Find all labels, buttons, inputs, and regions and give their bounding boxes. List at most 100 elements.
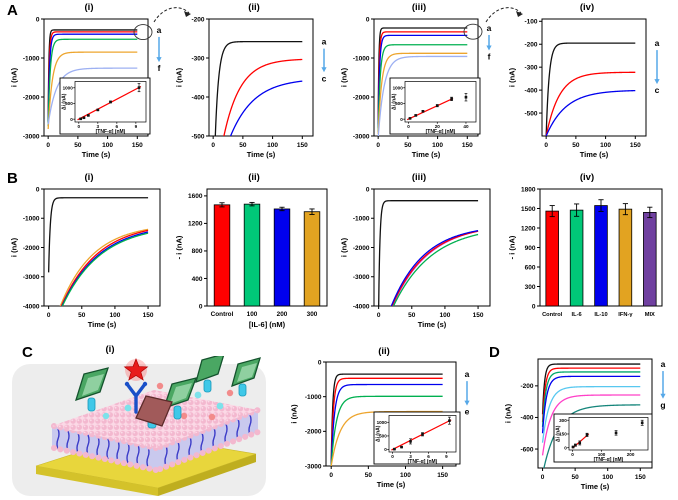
curve-c (545, 89, 636, 136)
curve-e (47, 51, 138, 130)
svg-text:i (nA): i (nA) (10, 237, 19, 257)
svg-text:0: 0 (36, 186, 40, 193)
curve-a (541, 363, 641, 415)
bar-200 (273, 208, 291, 307)
svg-text:-3000: -3000 (23, 133, 40, 140)
svg-text:9: 9 (445, 454, 448, 459)
chart-B-ii: (ii) 0 400 800 1200 1600 - i (nA) Control 100 20… (173, 172, 335, 334)
curve-b (330, 377, 443, 465)
chart-A-ii: (ii) 0 50 100 150 -200 -300 -400 -500 Time (s) i … (173, 2, 335, 164)
svg-text:100: 100 (109, 312, 120, 319)
svg-text:50: 50 (404, 142, 412, 149)
calibration-inset: 0 20 40 0 500 1000 [TNF-α] (nM) Δi (nA) (389, 77, 481, 135)
curve-c (541, 371, 641, 427)
svg-text:0: 0 (544, 142, 548, 149)
curve-label-bottom: f (158, 63, 161, 73)
inset-data-point (464, 95, 468, 99)
svg-text:[TNF-α] (nM): [TNF-α] (nM) (426, 129, 456, 135)
svg-text:200: 200 (627, 452, 635, 457)
svg-text:-1000: -1000 (23, 55, 40, 62)
svg-text:Δi (nA): Δi (nA) (376, 425, 382, 442)
svg-text:-3000: -3000 (305, 463, 322, 470)
chart-B-i: (i) 0 50 100 150 0 -1000 -2000 -3000 -4000 Time (… (8, 172, 170, 334)
svg-text:0: 0 (78, 124, 81, 129)
svg-text:-600: -600 (520, 446, 533, 453)
curve-label-bottom: e (465, 407, 470, 417)
svg-text:50: 50 (408, 312, 416, 319)
chart-A-ii-plot: 0 50 100 150 -200 -300 -400 -500 Time (s) i (nA) a… (175, 16, 327, 159)
chart-B-iii-plot: 0 50 100 150 0 -1000 -2000 -3000 -4000 Time (s) i … (340, 186, 491, 329)
svg-text:-2000: -2000 (353, 94, 370, 101)
svg-text:200: 200 (277, 311, 288, 318)
svg-text:9: 9 (135, 124, 138, 129)
chart-B-iv-title: (iv) (579, 172, 595, 183)
svg-text:6: 6 (116, 124, 119, 129)
curve-e (377, 52, 468, 135)
inset-data-point (409, 440, 412, 443)
curve-d (541, 375, 641, 434)
schematic-C-i (8, 356, 278, 498)
calibration-inset: 0 100 200 0 150 300 [TNF-α] (nM) Δi (nA) (553, 413, 653, 463)
curve-green (392, 233, 479, 306)
svg-text:-3000: -3000 (353, 274, 370, 281)
chart-B-iv: (iv) 0 300 600 900 1200 1500 1800 - i (nA) Contr… (506, 172, 668, 334)
bar-100 (243, 203, 261, 307)
svg-text:800: 800 (192, 248, 203, 255)
svg-text:3: 3 (409, 454, 412, 459)
svg-text:1000: 1000 (377, 420, 388, 425)
chart-A-iii-plot: 0 50 100 150 0 -1000 -2000 -3000 Time (s) i (nA) a… (340, 16, 492, 159)
svg-text:i (nA): i (nA) (175, 67, 184, 87)
svg-text:-2000: -2000 (353, 245, 370, 252)
bar-MIX (643, 211, 657, 307)
svg-text:150: 150 (132, 142, 143, 149)
svg-text:-400: -400 (520, 415, 533, 422)
svg-text:3: 3 (97, 124, 100, 129)
svg-text:0: 0 (541, 474, 545, 481)
svg-text:300: 300 (559, 418, 567, 423)
svg-text:100: 100 (267, 142, 278, 149)
svg-text:20: 20 (435, 124, 441, 129)
svg-text:-200: -200 (191, 16, 204, 23)
svg-text:1000: 1000 (63, 85, 74, 90)
svg-text:150: 150 (143, 312, 154, 319)
curve-label-top: a (661, 359, 666, 369)
svg-text:1000: 1000 (393, 85, 404, 90)
curve-c (229, 80, 303, 136)
curve-control (47, 197, 149, 273)
inset-data-point (450, 97, 453, 101)
chart-B-iii: (iii) 0 50 100 150 0 -1000 -2000 -3000 -4000 Time… (338, 172, 500, 334)
svg-text:1200: 1200 (188, 221, 203, 228)
svg-text:-500: -500 (191, 133, 204, 140)
curve-a (47, 29, 138, 121)
svg-text:0: 0 (391, 454, 394, 459)
panel-label-A: A (7, 2, 18, 19)
curve-d (47, 38, 138, 127)
svg-text:i (nA): i (nA) (10, 67, 19, 87)
svg-text:1800: 1800 (521, 186, 536, 193)
inset-data-point (393, 447, 396, 451)
svg-text:500: 500 (65, 101, 73, 106)
svg-text:50: 50 (365, 472, 373, 479)
svg-text:-2000: -2000 (23, 245, 40, 252)
curve-label-bottom: g (660, 400, 665, 410)
curve-b (47, 31, 138, 123)
svg-text:-400: -400 (524, 87, 537, 94)
curve-label-top: a (487, 23, 492, 33)
curve-label-bottom: c (655, 85, 660, 95)
aptamer-green (75, 356, 261, 410)
svg-text:-200: -200 (524, 42, 537, 49)
svg-text:0: 0 (377, 312, 381, 319)
svg-text:150: 150 (635, 474, 646, 481)
curve-magenta (391, 230, 479, 306)
curve-blue (390, 229, 479, 306)
svg-text:0: 0 (407, 124, 410, 129)
curve-control (378, 200, 479, 306)
svg-text:0: 0 (199, 303, 203, 310)
svg-text:i (nA): i (nA) (290, 404, 299, 424)
svg-text:0: 0 (211, 142, 215, 149)
svg-text:-4000: -4000 (23, 303, 40, 310)
inset-data-point (96, 108, 100, 112)
detection-antibody (124, 381, 148, 414)
zoom-circle (133, 24, 153, 41)
zoom-dashed-arrow-1 (153, 7, 191, 23)
